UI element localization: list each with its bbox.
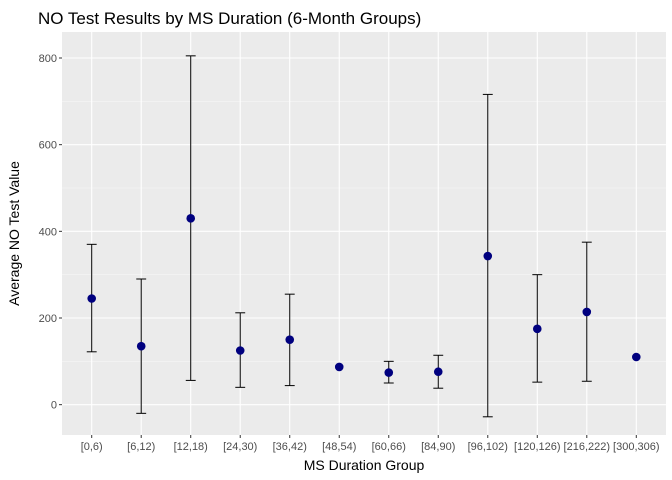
data-point (136, 341, 146, 351)
grid-minor (62, 101, 666, 362)
data-point (532, 324, 542, 334)
data-point (433, 367, 443, 377)
x-tick-label: [36,42) (273, 441, 307, 453)
x-tick-label: [60,66) (372, 441, 406, 453)
data-point (631, 352, 641, 362)
chart-title: NO Test Results by MS Duration (6-Month … (38, 9, 421, 28)
x-tick-label: [24,30) (223, 441, 257, 453)
x-axis-title: MS Duration Group (304, 457, 425, 473)
x-axis: [0,6) [6,12) [12,18) [24,30) [36,42) [48,54) [… (81, 435, 660, 453)
data-point (384, 368, 394, 377)
x-tick-label: [6,12) (127, 441, 155, 453)
data-points (87, 214, 641, 377)
data-point (87, 294, 97, 303)
data-point (483, 251, 493, 261)
data-point (334, 362, 344, 372)
x-tick-label: [12,18) (174, 441, 208, 453)
x-tick-label: [300,306) (613, 441, 659, 453)
y-tick-label: 400 (39, 226, 57, 238)
x-tick-label: [48,54) (322, 441, 356, 453)
x-tick-label: [84,90) (421, 441, 455, 453)
data-point (285, 335, 295, 344)
y-tick-label: 600 (39, 140, 57, 152)
y-tick-label: 200 (39, 313, 57, 325)
x-tick-label: [96,102) (468, 441, 508, 453)
y-tick-label: 800 (39, 53, 57, 65)
x-tick-label: [0,6) (81, 441, 103, 453)
plot-panel (62, 32, 666, 435)
y-axis-title: Average NO Test Value (6, 161, 22, 306)
data-point (235, 346, 245, 355)
data-point (186, 214, 196, 223)
data-point (582, 307, 592, 317)
x-tick-label: [120,126) (514, 441, 560, 453)
y-axis: 0 200 400 600 800 (39, 53, 62, 412)
y-tick-label: 0 (51, 400, 57, 412)
x-tick-label: [216,222) (564, 441, 610, 453)
